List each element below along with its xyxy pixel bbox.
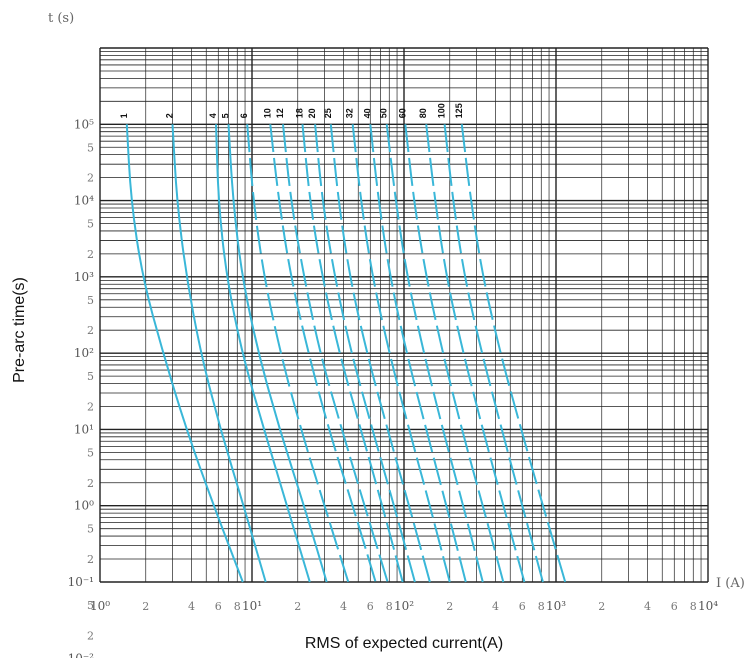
curve-18 — [301, 124, 404, 583]
y-tick-label: 2 — [87, 248, 94, 261]
x-tick-label: 6 — [367, 600, 374, 613]
rating-label-10: 10 — [262, 108, 272, 118]
y-unit-label: t (s) — [48, 11, 74, 26]
rating-label-40: 40 — [362, 108, 372, 118]
curve-2 — [171, 124, 267, 583]
curve-25 — [329, 124, 431, 583]
x-tick-label: 8 — [690, 600, 697, 613]
y-tick-label: 10⁵ — [74, 117, 94, 131]
x-tick-label: 6 — [215, 600, 222, 613]
y-tick-labels: 10⁵ 5 2 10⁴ 5 2 10³ 5 2 10² 5 2 10¹ 5 2 10⁰ 5 2 10⁻¹ 5 2 10⁻² — [68, 117, 95, 658]
curve-10 — [269, 124, 377, 583]
rating-label-25: 25 — [323, 108, 333, 118]
x-tick-label: 6 — [519, 600, 526, 613]
curve-12 — [282, 124, 389, 583]
y-tick-label: 2 — [87, 400, 94, 413]
x-tick-label: 4 — [644, 600, 651, 613]
y-tick-label: 2 — [87, 477, 94, 490]
curve-32 — [351, 124, 451, 583]
rating-label-12: 12 — [275, 108, 285, 118]
y-tick-label: 5 — [87, 523, 94, 536]
curve-100 — [443, 124, 544, 583]
y-tick-label: 10⁻² — [68, 651, 95, 658]
curve-80 — [425, 124, 526, 583]
y-tick-label: 10⁰ — [74, 499, 94, 513]
x-tick-label: 6 — [671, 600, 678, 613]
y-tick-label: 10⁻¹ — [68, 575, 94, 589]
x-tick-label: 4 — [340, 600, 347, 613]
rating-label-125: 125 — [454, 103, 464, 118]
y-tick-label: 5 — [87, 599, 94, 612]
rating-label-20: 20 — [307, 108, 317, 118]
rating-label-2: 2 — [164, 113, 174, 118]
rating-label-18: 18 — [294, 108, 304, 118]
x-tick-label: 10⁴ — [698, 599, 718, 613]
curve-50 — [385, 124, 484, 583]
curve-125 — [460, 124, 567, 583]
y-tick-label: 10² — [74, 346, 94, 360]
x-tick-label: 8 — [234, 600, 241, 613]
x-tick-label: 4 — [492, 600, 499, 613]
y-tick-label: 2 — [87, 324, 94, 337]
y-axis-title: Pre-arc time(s) — [11, 277, 28, 383]
rating-label-6: 6 — [239, 113, 249, 118]
curve-4 — [215, 124, 311, 583]
curve-60 — [404, 124, 505, 583]
y-tick-label: 2 — [87, 553, 94, 566]
curve-5 — [227, 124, 328, 583]
x-tick-label: 4 — [188, 600, 195, 613]
fuse-curves — [125, 124, 567, 583]
rating-label-60: 60 — [397, 108, 407, 118]
x-tick-label: 2 — [598, 600, 605, 613]
rating-label-80: 80 — [418, 108, 428, 118]
rating-label-32: 32 — [345, 108, 355, 118]
curve-40 — [369, 124, 467, 583]
x-tick-label: 10² — [394, 599, 414, 613]
rating-label-4: 4 — [208, 113, 218, 118]
x-tick-label: 8 — [386, 600, 393, 613]
x-unit-label: I (A) — [716, 576, 745, 591]
curve-rating-labels: 1 2 4 5 6 10 12 18 20 25 32 40 50 60 80 100 125 — [119, 103, 464, 118]
y-tick-label: 10³ — [74, 270, 94, 284]
y-tick-label: 2 — [87, 172, 94, 185]
rating-label-1: 1 — [119, 113, 129, 118]
x-tick-label: 10³ — [546, 599, 566, 613]
x-tick-label: 2 — [446, 600, 453, 613]
y-tick-label: 5 — [87, 370, 94, 383]
x-tick-label: 10⁰ — [90, 599, 110, 613]
y-tick-label: 5 — [87, 218, 94, 231]
grid — [99, 47, 709, 583]
rating-label-100: 100 — [437, 103, 447, 118]
x-tick-label: 2 — [142, 600, 149, 613]
x-tick-label: 10¹ — [242, 599, 262, 613]
y-tick-label: 5 — [87, 446, 94, 459]
x-tick-label: 2 — [294, 600, 301, 613]
y-tick-label: 5 — [87, 294, 94, 307]
y-tick-label: 10¹ — [74, 422, 94, 436]
curve-6 — [246, 124, 350, 583]
rating-label-50: 50 — [379, 108, 389, 118]
x-tick-label: 8 — [538, 600, 545, 613]
y-tick-label: 5 — [87, 141, 94, 154]
x-axis-title: RMS of expected current(A) — [305, 635, 503, 652]
x-tick-labels: 10⁰ 2 4 6 8 10¹ 2 4 6 8 10² 2 4 6 8 10³ 2 4 6 8 10⁴ — [90, 599, 718, 613]
y-tick-label: 10⁴ — [74, 194, 94, 208]
curve-1 — [125, 124, 244, 583]
rating-label-5: 5 — [220, 113, 230, 118]
y-tick-label: 2 — [87, 629, 94, 642]
curve-20 — [314, 124, 416, 583]
